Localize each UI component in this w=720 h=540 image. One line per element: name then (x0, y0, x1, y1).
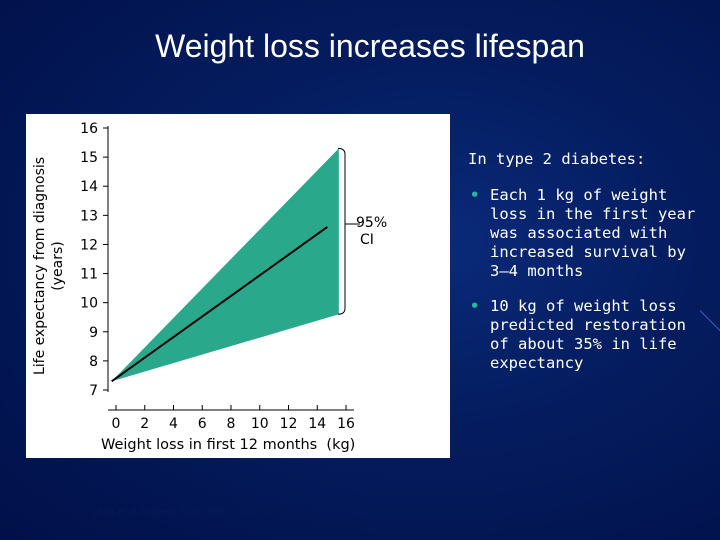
chart-panel: 7 8 9 10 11 12 13 14 15 16 0 2 4 6 8 10 12 14 16 95% CI W… (26, 114, 450, 458)
y-ticks: 7 8 9 10 11 12 13 14 15 16 (80, 121, 108, 399)
y-tick-label: 15 (80, 150, 98, 166)
y-tick-label: 12 (80, 237, 98, 253)
bullet-dot-icon: • (470, 186, 480, 204)
bullet-list: • Each 1 kg of weight loss in the first … (468, 186, 713, 373)
bullet-dot-icon: • (470, 297, 480, 315)
x-tick-label: 16 (337, 416, 355, 432)
x-tick-label: 6 (198, 416, 207, 432)
y-tick-label: 16 (80, 121, 98, 137)
ci-band (111, 148, 339, 382)
ci-annotation-percent: 95% (356, 215, 387, 231)
x-tick-label: 14 (308, 416, 326, 432)
x-tick-label: 0 (112, 416, 121, 432)
ci-bracket (337, 147, 346, 315)
y-axis-label-units: (years) (50, 241, 66, 290)
bullet-item: • Each 1 kg of weight loss in the first … (468, 186, 713, 281)
key-points: In type 2 diabetes: • Each 1 kg of weigh… (468, 150, 713, 389)
y-tick-label: 8 (89, 354, 98, 370)
x-tick-label: 4 (169, 416, 178, 432)
life-expectancy-chart: 7 8 9 10 11 12 13 14 15 16 0 2 4 6 8 10 12 14 16 95% CI W… (32, 121, 387, 453)
y-tick-label: 13 (80, 208, 98, 224)
y-tick-label: 14 (80, 179, 98, 195)
estimate-line (111, 226, 328, 383)
slide-title: Weight loss increases lifespan (155, 28, 585, 64)
y-tick-label: 10 (80, 296, 98, 312)
bullet-item: • 10 kg of weight loss predicted restora… (468, 297, 713, 373)
x-tick-label: 2 (140, 416, 149, 432)
bullet-text: 10 kg of weight loss predicted restorati… (490, 297, 686, 372)
ci-annotation-ci: CI (360, 232, 374, 248)
y-tick-label: 7 (89, 383, 98, 399)
key-points-heading: In type 2 diabetes: (468, 150, 646, 168)
x-axis-label: Weight loss in first 12 months (kg) (101, 437, 355, 453)
y-axis-label: Life expectancy from diagnosis (32, 157, 48, 375)
x-ticks: 0 2 4 6 8 10 12 14 16 (112, 405, 355, 432)
y-tick-label: 9 (89, 325, 98, 341)
x-tick-label: 12 (280, 416, 298, 432)
bullet-text: Each 1 kg of weight loss in the first ye… (490, 186, 696, 280)
x-tick-label: 8 (227, 416, 236, 432)
citation: Lean et al. Diabetic Med. 1990;7:228–33 (92, 507, 273, 518)
y-tick-label: 11 (80, 267, 98, 283)
x-tick-label: 10 (251, 416, 269, 432)
